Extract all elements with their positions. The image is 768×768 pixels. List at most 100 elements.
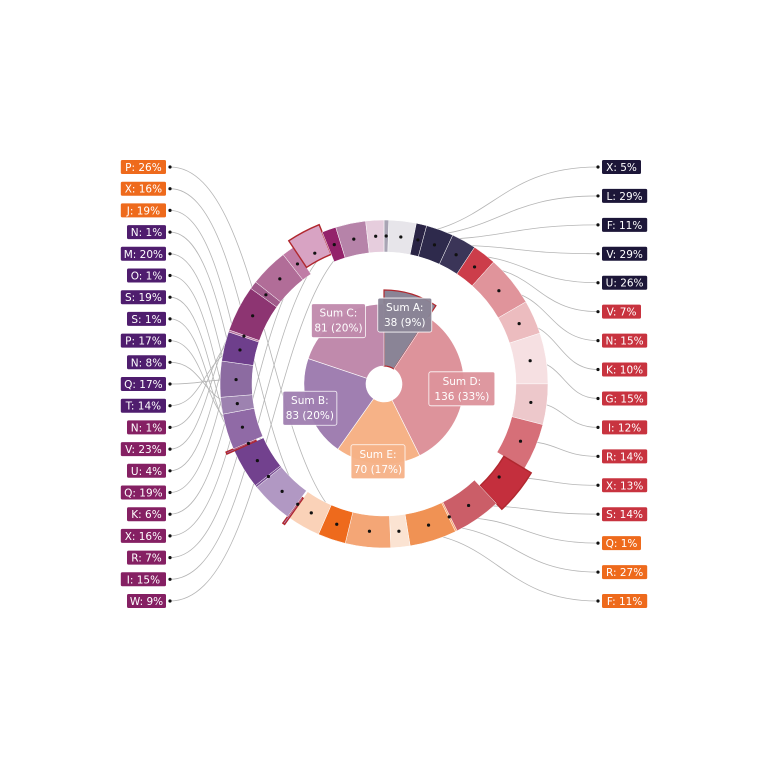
leader-dot: [309, 511, 313, 515]
leader-dot: [399, 235, 403, 239]
outer-label-box: [120, 442, 166, 457]
leader-dot: [280, 489, 284, 493]
outer-label: V: 7%: [607, 307, 637, 319]
leader-dot: [432, 243, 437, 247]
outer-label: N: 15%: [606, 336, 644, 348]
outer-label-box: [127, 507, 166, 522]
outer-label: X: 13%: [606, 480, 643, 492]
outer-label: P: 26%: [125, 162, 162, 174]
leader-dot: [596, 339, 600, 343]
outer-label-box: [602, 333, 648, 348]
outer-labels: X: 5% L: 29% F: 11% V: 29% U: 26% V: 7% N: 15%…: [120, 160, 648, 608]
leader-dots: [168, 165, 600, 603]
outer-label: F: 11%: [607, 220, 642, 232]
leader-dot: [397, 529, 401, 533]
leader-dot: [367, 529, 372, 533]
outer-slice: [496, 416, 544, 470]
leader-dot: [168, 599, 172, 603]
leader-dot: [246, 441, 251, 446]
leader-dot: [251, 314, 255, 318]
outer-label-box: [127, 594, 166, 608]
leader-dot: [596, 483, 600, 487]
outer-label-box: [602, 188, 648, 203]
leader-dot: [596, 454, 600, 458]
leader-dot: [255, 458, 259, 463]
leader-dot: [596, 570, 600, 574]
inner-slice-b: [303, 358, 375, 450]
outer-label: I: 12%: [608, 422, 641, 434]
inner-label-name: Sum D:: [443, 376, 482, 388]
leader-dot: [168, 447, 172, 451]
leader-dot: [168, 208, 172, 212]
leader-dot: [168, 425, 172, 429]
outer-label-box: [602, 362, 648, 377]
outer-label: R: 14%: [606, 451, 643, 463]
leader-dot: [472, 265, 477, 269]
outer-label: W: 9%: [130, 596, 163, 608]
leader-dot: [234, 377, 238, 382]
leader-dot: [596, 541, 600, 545]
leader-dot: [529, 400, 533, 405]
leader-dot: [168, 317, 172, 321]
outer-label-box: [602, 420, 648, 435]
leader-dot: [332, 243, 336, 247]
leader-dot: [426, 523, 431, 527]
inner-label-value: 70 (17%): [354, 464, 402, 476]
inner-label-box: [282, 390, 338, 426]
leader-dot: [168, 230, 172, 234]
leader-dot: [238, 348, 242, 352]
leader-dot: [168, 512, 172, 516]
outer-label-box: [602, 391, 648, 406]
outer-slice: [344, 511, 392, 549]
outer-label-box: [120, 377, 166, 391]
outer-label-box: [602, 449, 648, 464]
outer-label-box: [602, 275, 648, 290]
leader-dot: [168, 490, 172, 495]
leader-dot: [168, 360, 172, 364]
leader-dot: [454, 253, 458, 257]
leader-dot: [596, 165, 600, 169]
leader-dot: [518, 439, 523, 443]
outer-label-box: [127, 225, 166, 240]
outer-label-box: [120, 203, 166, 218]
inner-label-box: [350, 444, 406, 480]
outer-label-box: [120, 290, 166, 305]
outer-label: M: 20%: [124, 249, 163, 261]
leader-dot: [235, 402, 239, 406]
outer-label: L: 29%: [607, 191, 643, 203]
leader-dot: [335, 522, 339, 526]
leader-dot: [497, 289, 501, 293]
outer-label-box: [127, 268, 166, 283]
leader-dot: [240, 425, 245, 429]
inner-label-value: 83 (20%): [286, 410, 334, 422]
leader-dot: [168, 165, 172, 169]
outer-label: Q: 19%: [124, 488, 163, 500]
inner-label-box: [311, 303, 366, 339]
outer-label: S: 1%: [131, 314, 161, 326]
leader-dot: [416, 238, 420, 242]
leader-dot: [168, 556, 172, 560]
leader-dot: [168, 577, 172, 581]
inner-label-name: Sum C:: [320, 308, 358, 320]
outer-ring: [219, 219, 549, 549]
outer-label: U: 4%: [131, 466, 162, 478]
outer-label: I: 15%: [127, 574, 160, 586]
outer-label: N: 1%: [131, 422, 162, 434]
outer-label: K: 10%: [606, 365, 643, 377]
outer-label: X: 16%: [125, 184, 162, 196]
leader-dot: [266, 474, 271, 479]
outer-label: S: 14%: [606, 509, 643, 521]
outer-label-box: [602, 217, 648, 232]
leader-dot: [168, 382, 172, 386]
outer-label-box: [120, 528, 166, 543]
leader-dot: [596, 223, 600, 227]
leader-dot: [313, 251, 317, 255]
leader-dot: [596, 194, 600, 198]
leader-dot: [596, 252, 600, 256]
leader-dot: [168, 534, 172, 538]
outer-label: V: 29%: [606, 249, 643, 261]
outer-label: U: 26%: [606, 278, 644, 290]
leader-dot: [278, 277, 282, 281]
inner-label-value: 81 (20%): [314, 323, 362, 335]
